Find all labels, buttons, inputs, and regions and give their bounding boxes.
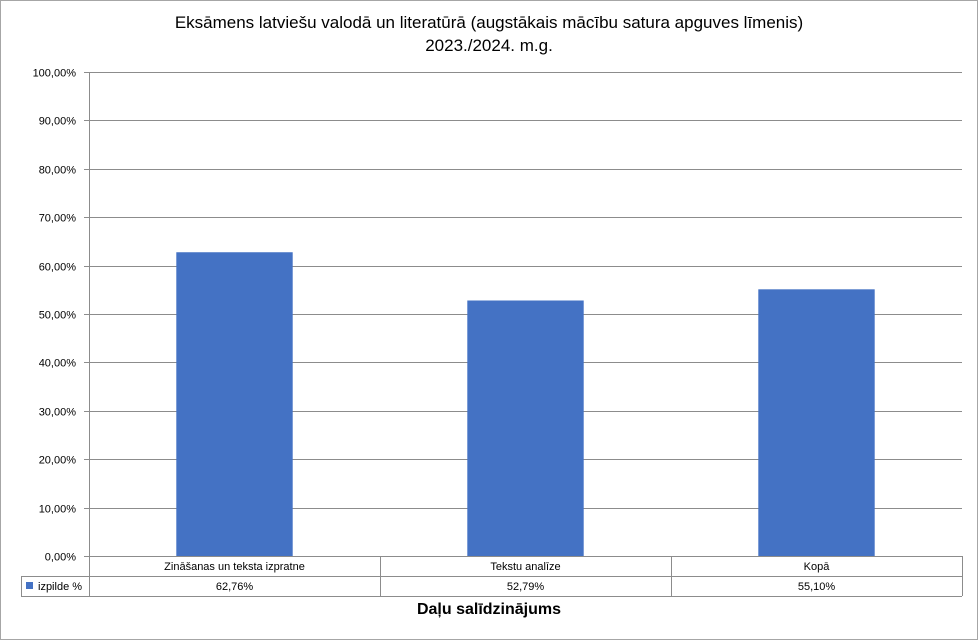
- y-tick-label: 90,00%: [39, 116, 77, 128]
- category-label: Tekstu analīze: [490, 561, 560, 573]
- data-label: 62,76%: [216, 581, 254, 593]
- legend-label: izpilde %: [38, 581, 82, 593]
- data-label: 55,10%: [798, 581, 836, 593]
- y-tick-label: 10,00%: [39, 504, 77, 516]
- y-tick-label: 80,00%: [39, 165, 77, 177]
- y-tick-label: 100,00%: [33, 68, 77, 80]
- y-tick-label: 60,00%: [39, 262, 77, 274]
- category-label: Kopā: [804, 561, 831, 573]
- legend-swatch: [26, 582, 33, 589]
- bar: [758, 289, 875, 556]
- y-tick-label: 20,00%: [39, 455, 77, 467]
- x-axis-label: Daļu salīdzinājums: [416, 601, 562, 618]
- category-label: Zināšanas un teksta izpratne: [164, 561, 305, 573]
- chart-title: Eksāmens latviešu valodā un literatūrā (…: [174, 13, 804, 32]
- data-label: 52,79%: [507, 581, 545, 593]
- y-tick-label: 50,00%: [39, 310, 77, 322]
- y-tick-label: 0,00%: [45, 552, 76, 564]
- chart-subtitle: 2023./2024. m.g.: [425, 36, 553, 55]
- y-tick-label: 30,00%: [39, 407, 77, 419]
- bar: [467, 300, 584, 556]
- y-tick-label: 70,00%: [39, 213, 77, 225]
- y-tick-label: 40,00%: [39, 358, 77, 370]
- chart-title-block: Eksāmens latviešu valodā un literatūrā (…: [0, 11, 978, 57]
- bar: [176, 252, 293, 557]
